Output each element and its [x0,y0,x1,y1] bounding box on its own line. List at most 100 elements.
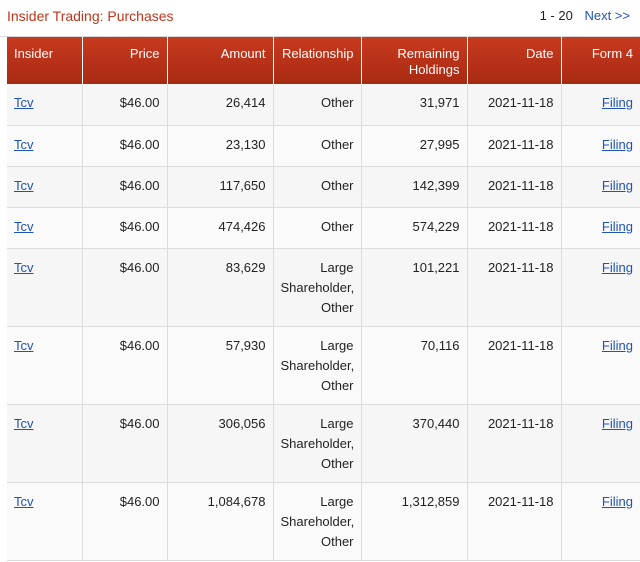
price-cell: $46.00 [119,415,160,431]
relationship-cell: Other [320,136,354,152]
remaining-column-cell: 70,116 [361,326,468,405]
insider-link[interactable]: Tcv [14,493,34,509]
price-column-cell: $46.00 [82,125,168,167]
remaining-column-cell: 27,995 [361,125,468,167]
relationship-cell: Large Shareholder, Other [280,415,355,471]
column-header-date[interactable]: Date [467,37,562,84]
filing-link[interactable]: Filing [601,177,633,193]
filing-link[interactable]: Filing [601,415,633,431]
amount-column-cell: 26,414 [167,84,274,126]
insider-link[interactable]: Tcv [14,136,34,152]
amount-cell: 23,130 [225,136,266,152]
remaining-column-cell: 101,221 [361,248,468,327]
amount-cell: 83,629 [225,259,266,275]
filing-link[interactable]: Filing [601,95,633,110]
price-cell: $46.00 [119,259,160,275]
relationship-cell: Other [320,95,354,110]
form-column-cell: Filing [561,166,640,208]
date-cell: 2021-11-18 [487,337,554,353]
insider-column-cell: Tcv [7,482,83,561]
column-header-insider[interactable]: Insider [7,37,83,84]
form-column-cell: Filing [561,404,640,483]
table-row: Tcv $46.00 1,084,678 Large Shareholder, Oth… [7,482,640,561]
price-column-cell: $46.00 [82,207,168,249]
form-column-cell: Filing [561,84,640,126]
remaining-holdings-cell: 1,312,859 [401,493,460,509]
relationship-cell: Other [320,218,354,234]
amount-cell: 117,650 [219,177,266,193]
amount-column-cell: 83,629 [167,248,274,327]
price-cell: $46.00 [119,177,160,193]
relationship-column-cell: Large Shareholder, Other [273,326,362,405]
amount-column-cell: 306,056 [167,404,274,483]
remaining-column-cell: 370,440 [361,404,468,483]
remaining-holdings-cell: 27,995 [419,136,460,152]
date-column-cell: 2021-11-18 [467,166,562,208]
price-column-cell: $46.00 [82,166,168,208]
table-body: Tcv $46.00 26,414 Other 31,971 2021-11-18 Fili… [7,84,640,561]
amount-cell: 1,084,678 [207,493,266,509]
price-column-cell: $46.00 [82,482,168,561]
date-cell: 2021-11-18 [487,177,554,193]
form-column-cell: Filing [561,125,640,167]
column-header-price[interactable]: Price [82,37,168,84]
table-row: Tcv $46.00 306,056 Large Shareholder, Other… [7,404,640,483]
table-row: Tcv $46.00 26,414 Other 31,971 2021-11-18 Fili… [7,84,640,126]
price-cell: $46.00 [119,493,160,509]
relationship-cell: Other [320,177,354,193]
filing-link[interactable]: Filing [601,337,633,353]
relationship-column-cell: Large Shareholder, Other [273,482,362,561]
insider-link[interactable]: Tcv [14,177,34,193]
insider-column-cell: Tcv [7,248,83,327]
price-cell: $46.00 [119,337,160,353]
amount-cell: 26,414 [225,95,266,110]
column-header-relationship[interactable]: Relationship [273,37,362,84]
price-cell: $46.00 [119,95,160,110]
table-header-row: Insider Price Amount Relationship Remain… [7,37,640,84]
relationship-cell: Large Shareholder, Other [280,493,355,549]
filing-link[interactable]: Filing [601,136,633,152]
form-column-cell: Filing [561,482,640,561]
column-header-form4[interactable]: Form 4 [561,37,640,84]
page-range: 1 - 20 [539,8,573,23]
amount-column-cell: 57,930 [167,326,274,405]
relationship-column-cell: Large Shareholder, Other [273,248,362,327]
relationship-cell: Large Shareholder, Other [280,337,355,393]
date-column-cell: 2021-11-18 [467,404,562,483]
date-column-cell: 2021-11-18 [467,248,562,327]
insider-link[interactable]: Tcv [14,218,34,234]
next-page-link[interactable]: Next >> [584,8,630,23]
table-row: Tcv $46.00 83,629 Large Shareholder, Other 1… [7,248,640,327]
amount-cell: 306,056 [218,415,266,431]
date-cell: 2021-11-18 [487,218,554,234]
remaining-holdings-cell: 101,221 [412,259,460,275]
filing-link[interactable]: Filing [601,218,633,234]
relationship-cell: Large Shareholder, Other [280,259,355,315]
remaining-column-cell: 574,229 [361,207,468,249]
date-column-cell: 2021-11-18 [467,207,562,249]
amount-cell: 474,426 [218,218,266,234]
insider-link[interactable]: Tcv [14,259,34,275]
filing-link[interactable]: Filing [601,259,633,275]
amount-cell: 57,930 [225,337,266,353]
filing-link[interactable]: Filing [601,493,633,509]
insider-column-cell: Tcv [7,125,83,167]
column-header-remaining-holdings[interactable]: Remaining Holdings [361,37,468,84]
date-cell: 2021-11-18 [487,95,554,110]
column-header-amount[interactable]: Amount [167,37,274,84]
relationship-column-cell: Other [273,166,362,208]
form-column-cell: Filing [561,207,640,249]
table-row: Tcv $46.00 57,930 Large Shareholder, Other 7… [7,326,640,405]
insider-column-cell: Tcv [7,166,83,208]
insider-link[interactable]: Tcv [14,95,34,110]
date-cell: 2021-11-18 [487,493,554,509]
insider-column-cell: Tcv [7,404,83,483]
form-column-cell: Filing [561,248,640,327]
date-column-cell: 2021-11-18 [467,125,562,167]
insider-link[interactable]: Tcv [14,415,34,431]
page-title: Insider Trading: Purchases [7,8,174,24]
insider-column-cell: Tcv [7,326,83,405]
insider-link[interactable]: Tcv [14,337,34,353]
table-toolbar: Insider Trading: Purchases 1 - 20 Next >… [0,0,640,37]
remaining-column-cell: 142,399 [361,166,468,208]
